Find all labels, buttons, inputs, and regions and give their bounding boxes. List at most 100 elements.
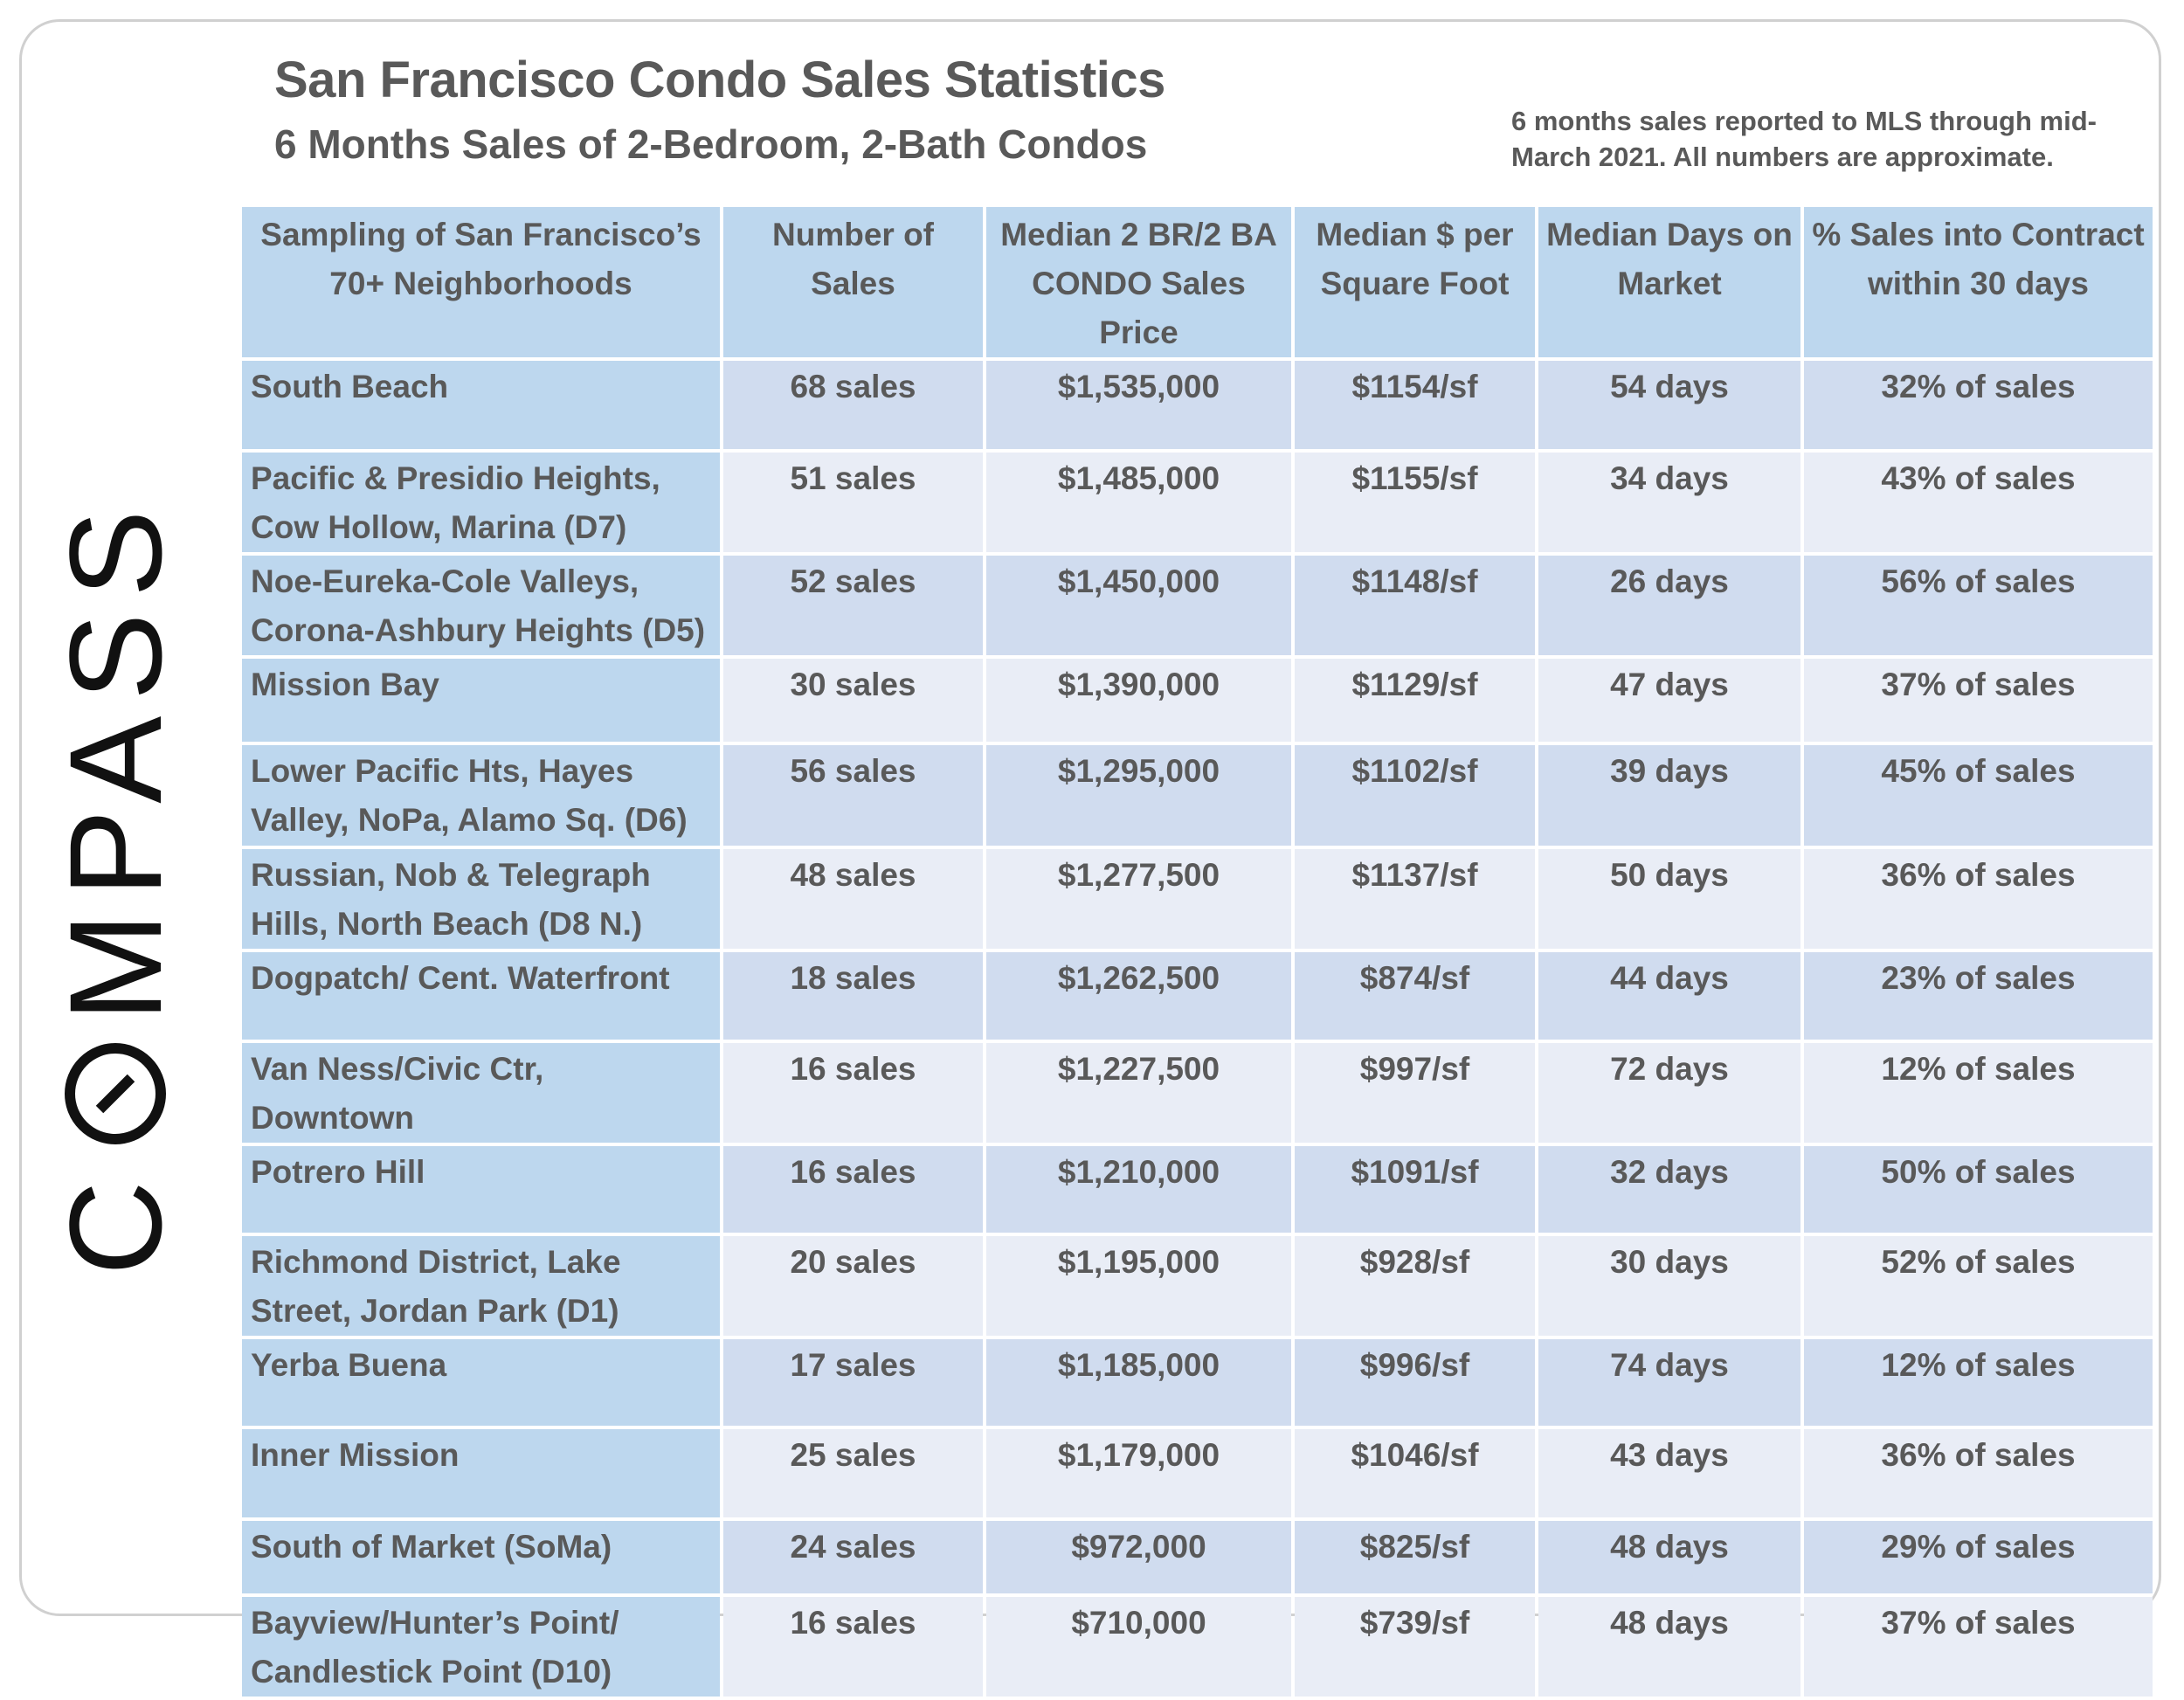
cell-sales-count: 20 sales — [723, 1236, 983, 1336]
cell-median-price: $1,195,000 — [986, 1236, 1291, 1336]
cell-pct-contract-30: 36% of sales — [1804, 849, 2153, 949]
cell-price-per-sqft: $739/sf — [1295, 1597, 1535, 1697]
cell-sales-count: 30 sales — [723, 659, 983, 742]
table-row: Lower Pacific Hts, Hayes Valley, NoPa, A… — [242, 745, 2153, 846]
cell-price-per-sqft: $928/sf — [1295, 1236, 1535, 1336]
table-header-row: Sampling of San Francisco’s 70+ Neighbor… — [242, 207, 2153, 357]
table-row: Russian, Nob & Telegraph Hills, North Be… — [242, 849, 2153, 949]
cell-price-per-sqft: $1148/sf — [1295, 556, 1535, 655]
cell-pct-contract-30: 56% of sales — [1804, 556, 2153, 655]
cell-days-on-market: 32 days — [1538, 1146, 1800, 1233]
logo-letters: MPASS — [41, 494, 189, 1022]
cell-days-on-market: 48 days — [1538, 1597, 1800, 1697]
cell-median-price: $1,179,000 — [986, 1429, 1291, 1517]
cell-neighborhood: Potrero Hill — [242, 1146, 720, 1233]
cell-pct-contract-30: 37% of sales — [1804, 659, 2153, 742]
page-subtitle: 6 Months Sales of 2-Bedroom, 2-Bath Cond… — [274, 121, 1148, 167]
table-row: Yerba Buena 17 sales $1,185,000 $996/sf 74 d… — [242, 1339, 2153, 1426]
cell-sales-count: 68 sales — [723, 361, 983, 449]
table-row: Richmond District, Lake Street, Jordan P… — [242, 1236, 2153, 1336]
cell-price-per-sqft: $997/sf — [1295, 1043, 1535, 1143]
table-row: Noe-Eureka-Cole Valleys, Corona-Ashbury … — [242, 556, 2153, 655]
cell-days-on-market: 74 days — [1538, 1339, 1800, 1426]
cell-price-per-sqft: $1102/sf — [1295, 745, 1535, 846]
cell-sales-count: 56 sales — [723, 745, 983, 846]
cell-pct-contract-30: 50% of sales — [1804, 1146, 2153, 1233]
cell-pct-contract-30: 12% of sales — [1804, 1043, 2153, 1143]
cell-median-price: $1,262,500 — [986, 952, 1291, 1040]
cell-median-price: $1,227,500 — [986, 1043, 1291, 1143]
cell-median-price: $1,185,000 — [986, 1339, 1291, 1426]
cell-neighborhood: Van Ness/Civic Ctr, Downtown — [242, 1043, 720, 1143]
cell-neighborhood: Yerba Buena — [242, 1339, 720, 1426]
cell-median-price: $1,277,500 — [986, 849, 1291, 949]
cell-median-price: $710,000 — [986, 1597, 1291, 1697]
cell-sales-count: 51 sales — [723, 453, 983, 552]
cell-median-price: $1,390,000 — [986, 659, 1291, 742]
cell-days-on-market: 39 days — [1538, 745, 1800, 846]
cell-sales-count: 18 sales — [723, 952, 983, 1040]
cell-days-on-market: 30 days — [1538, 1236, 1800, 1336]
cell-days-on-market: 50 days — [1538, 849, 1800, 949]
cell-price-per-sqft: $1154/sf — [1295, 361, 1535, 449]
cell-median-price: $1,295,000 — [986, 745, 1291, 846]
page-title: San Francisco Condo Sales Statistics — [274, 52, 1165, 108]
cell-sales-count: 48 sales — [723, 849, 983, 949]
cell-days-on-market: 54 days — [1538, 361, 1800, 449]
cell-days-on-market: 44 days — [1538, 952, 1800, 1040]
cell-median-price: $1,535,000 — [986, 361, 1291, 449]
cell-price-per-sqft: $996/sf — [1295, 1339, 1535, 1426]
cell-days-on-market: 43 days — [1538, 1429, 1800, 1517]
cell-neighborhood: Inner Mission — [242, 1429, 720, 1517]
cell-median-price: $1,485,000 — [986, 453, 1291, 552]
cell-neighborhood: South of Market (SoMa) — [242, 1521, 720, 1593]
table-row: Bayview/Hunter’s Point/ Candlestick Poin… — [242, 1597, 2153, 1697]
cell-price-per-sqft: $1137/sf — [1295, 849, 1535, 949]
cell-pct-contract-30: 36% of sales — [1804, 1429, 2153, 1517]
cell-pct-contract-30: 23% of sales — [1804, 952, 2153, 1040]
cell-pct-contract-30: 52% of sales — [1804, 1236, 2153, 1336]
cell-neighborhood: Dogpatch/ Cent. Waterfront — [242, 952, 720, 1040]
cell-price-per-sqft: $1155/sf — [1295, 453, 1535, 552]
cell-price-per-sqft: $1129/sf — [1295, 659, 1535, 742]
header-number-of-sales: Number of Sales — [723, 207, 983, 357]
cell-neighborhood: South Beach — [242, 361, 720, 449]
header-pct-contract-30: % Sales into Contract within 30 days — [1804, 207, 2153, 357]
data-note: 6 months sales reported to MLS through m… — [1511, 106, 2097, 172]
cell-days-on-market: 48 days — [1538, 1521, 1800, 1593]
cell-sales-count: 16 sales — [723, 1597, 983, 1697]
cell-sales-count: 17 sales — [723, 1339, 983, 1426]
table-row: Mission Bay 30 sales $1,390,000 $1129/sf 47 … — [242, 659, 2153, 742]
header-neighborhood: Sampling of San Francisco’s 70+ Neighbor… — [242, 207, 720, 357]
cell-price-per-sqft: $1091/sf — [1295, 1146, 1535, 1233]
cell-median-price: $1,450,000 — [986, 556, 1291, 655]
table-row: Dogpatch/ Cent. Waterfront 18 sales $1,262… — [242, 952, 2153, 1040]
cell-price-per-sqft: $874/sf — [1295, 952, 1535, 1040]
cell-median-price: $1,210,000 — [986, 1146, 1291, 1233]
cell-neighborhood: Richmond District, Lake Street, Jordan P… — [242, 1236, 720, 1336]
table-row: Van Ness/Civic Ctr, Downtown 16 sales $1,2… — [242, 1043, 2153, 1143]
cell-pct-contract-30: 43% of sales — [1804, 453, 2153, 552]
cell-neighborhood: Mission Bay — [242, 659, 720, 742]
cell-pct-contract-30: 37% of sales — [1804, 1597, 2153, 1697]
cell-pct-contract-30: 12% of sales — [1804, 1339, 2153, 1426]
cell-sales-count: 52 sales — [723, 556, 983, 655]
cell-pct-contract-30: 45% of sales — [1804, 745, 2153, 846]
table-row: South Beach 68 sales $1,535,000 $1154/sf 54 … — [242, 361, 2153, 449]
cell-neighborhood: Bayview/Hunter’s Point/ Candlestick Poin… — [242, 1597, 720, 1697]
logo-letter-c: C — [41, 1164, 189, 1275]
cell-median-price: $972,000 — [986, 1521, 1291, 1593]
cell-sales-count: 16 sales — [723, 1043, 983, 1143]
cell-price-per-sqft: $825/sf — [1295, 1521, 1535, 1593]
cell-days-on-market: 47 days — [1538, 659, 1800, 742]
cell-price-per-sqft: $1046/sf — [1295, 1429, 1535, 1517]
cell-days-on-market: 34 days — [1538, 453, 1800, 552]
cell-neighborhood: Noe-Eureka-Cole Valleys, Corona-Ashbury … — [242, 556, 720, 655]
cell-days-on-market: 26 days — [1538, 556, 1800, 655]
cell-sales-count: 24 sales — [723, 1521, 983, 1593]
cell-pct-contract-30: 29% of sales — [1804, 1521, 2153, 1593]
cell-sales-count: 25 sales — [723, 1429, 983, 1517]
cell-neighborhood: Lower Pacific Hts, Hayes Valley, NoPa, A… — [242, 745, 720, 846]
table-row: Potrero Hill 16 sales $1,210,000 $1091/sf 32… — [242, 1146, 2153, 1233]
sales-table: Sampling of San Francisco’s 70+ Neighbor… — [238, 204, 2156, 1700]
